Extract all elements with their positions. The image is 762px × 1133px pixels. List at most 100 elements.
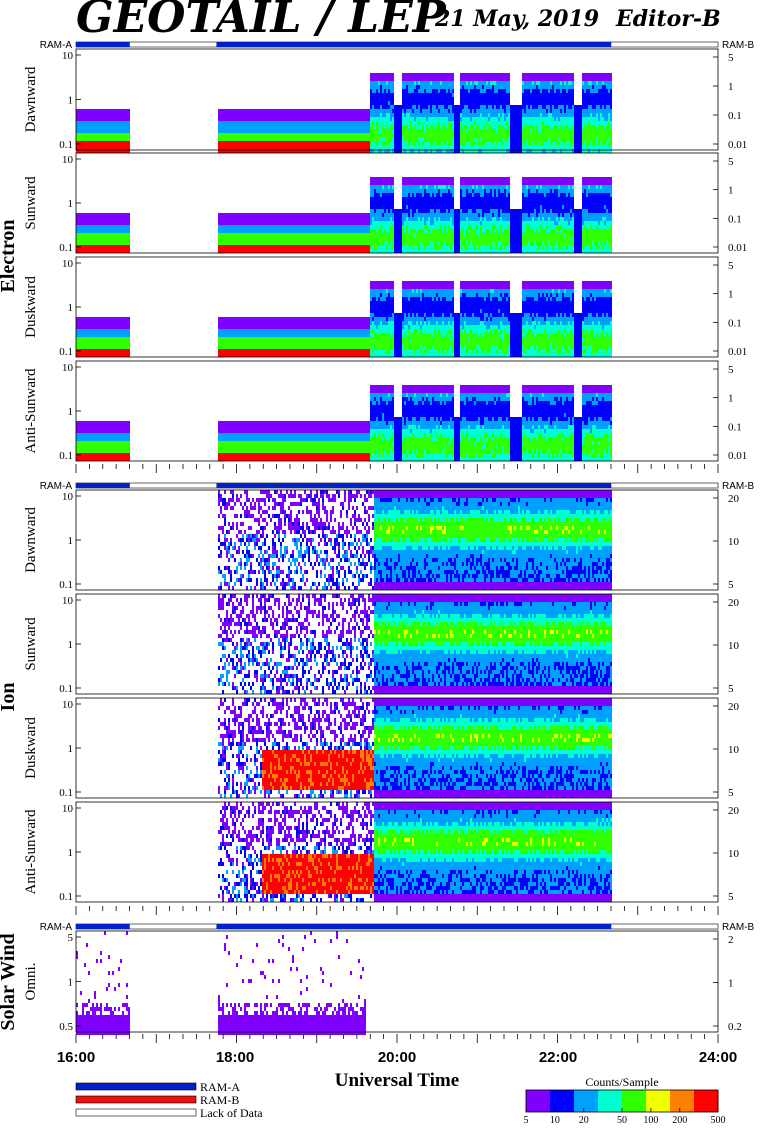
spectrogram-cell: [320, 113, 322, 117]
spectrogram-cell: [366, 121, 368, 125]
spectrogram-cell: [98, 141, 100, 145]
spectrogram-cell: [280, 113, 282, 117]
spectrogram-cell: [324, 125, 326, 129]
spectrogram-cell: [86, 125, 88, 129]
spectrogram-cell: [374, 77, 376, 81]
spectrogram-cell: [302, 121, 304, 125]
spectrogram-cell: [366, 109, 368, 113]
spectrogram-cell: [274, 133, 276, 137]
spectrogram-cell: [238, 125, 240, 129]
spectrogram-cell: [318, 129, 320, 133]
spectrogram-cell: [366, 113, 368, 117]
spectrogram-cell: [272, 141, 274, 145]
spectrogram-cell: [298, 125, 300, 129]
spectrogram-cell: [372, 89, 374, 93]
spectrogram-cell: [118, 129, 120, 133]
spectrogram-cell: [98, 133, 100, 137]
spectrogram-cell: [334, 117, 336, 121]
spectrogram-cell: [254, 121, 256, 125]
spectrogram-cell: [106, 133, 108, 137]
spectrogram-cell: [346, 137, 348, 141]
spectrogram-cell: [368, 145, 370, 149]
spectrogram-cell: [282, 113, 284, 117]
spectrogram-cell: [122, 125, 124, 129]
spectrogram-cell: [286, 113, 288, 117]
spectrogram-cell: [246, 113, 248, 117]
spectrogram-cell: [94, 125, 96, 129]
spectrogram-cell: [296, 141, 298, 145]
spectrogram-cell: [220, 141, 222, 145]
spectrogram-cell: [314, 117, 316, 121]
spectrogram-cell: [224, 113, 226, 117]
spectrogram-cell: [116, 113, 118, 117]
spectrogram-cell: [316, 109, 318, 113]
spectrogram-cell: [262, 121, 264, 125]
spectrogram-cell: [118, 141, 120, 145]
spectrogram-cell: [356, 117, 358, 121]
spectrogram-cell: [302, 113, 304, 117]
spectrogram-cell: [372, 125, 374, 129]
spectrogram-cell: [370, 129, 372, 133]
spectrogram-cell: [110, 129, 112, 133]
spectrogram-cell: [360, 121, 362, 125]
spectrogram-cell: [124, 109, 126, 113]
spectrogram-cell: [104, 137, 106, 141]
spectrogram-cell: [292, 117, 294, 121]
spectrogram-cell: [350, 109, 352, 113]
spectrogram-cell: [262, 145, 264, 149]
spectrogram-cell: [128, 141, 130, 145]
spectrogram-cell: [292, 129, 294, 133]
spectrogram-cell: [352, 141, 354, 145]
spectrogram-cell: [254, 125, 256, 129]
spectrogram-cell: [122, 133, 124, 137]
spectrogram-cell: [256, 133, 258, 137]
spectrogram-cell: [274, 121, 276, 125]
spectrogram-cell: [322, 137, 324, 141]
spectrogram-cell: [98, 137, 100, 141]
spectrogram-cell: [110, 137, 112, 141]
spectrogram-cell: [296, 113, 298, 117]
spectrogram-cell: [96, 109, 98, 113]
spectrogram-cell: [228, 133, 230, 137]
spectrogram-cell: [336, 113, 338, 117]
spectrogram-cell: [330, 137, 332, 141]
spectrogram-cell: [354, 137, 356, 141]
spectrogram-cell: [262, 125, 264, 129]
spectrogram-cell: [324, 109, 326, 113]
spectrogram-cell: [268, 121, 270, 125]
spectrogram-cell: [102, 133, 104, 137]
spectrogram-cell: [290, 121, 292, 125]
spectrogram-cell: [224, 145, 226, 149]
spectrogram-cell: [356, 113, 358, 117]
spectrogram-cell: [232, 133, 234, 137]
spectrogram-cell: [240, 145, 242, 149]
spectrogram-cell: [298, 113, 300, 117]
spectrogram-cell: [310, 121, 312, 125]
spectrogram-cell: [330, 141, 332, 145]
spectrogram-cell: [318, 141, 320, 145]
spectrogram-cell: [340, 125, 342, 129]
spectrogram-cell: [270, 121, 272, 125]
spectrogram-cell: [360, 137, 362, 141]
spectrogram-cell: [228, 137, 230, 141]
spectrogram-cell: [96, 133, 98, 137]
spectrogram-cell: [236, 113, 238, 117]
spectrogram-cell: [356, 129, 358, 133]
spectrogram-cell: [234, 125, 236, 129]
spectrogram-cell: [234, 109, 236, 113]
spectrogram-cell: [220, 129, 222, 133]
spectrogram-cell: [122, 109, 124, 113]
spectrogram-cell: [86, 121, 88, 125]
spectrogram-cell: [102, 113, 104, 117]
spectrogram-cell: [254, 145, 256, 149]
spectrogram-cell: [352, 133, 354, 137]
spectrogram-cell: [248, 109, 250, 113]
spectrogram-cell: [266, 121, 268, 125]
spectrogram-cell: [288, 137, 290, 141]
spectrogram-cell: [294, 117, 296, 121]
spectrogram-cell: [90, 109, 92, 113]
spectrogram-cell: [238, 137, 240, 141]
spectrogram-cell: [102, 145, 104, 149]
spectrogram-cell: [302, 137, 304, 141]
spectrogram-cell: [230, 117, 232, 121]
